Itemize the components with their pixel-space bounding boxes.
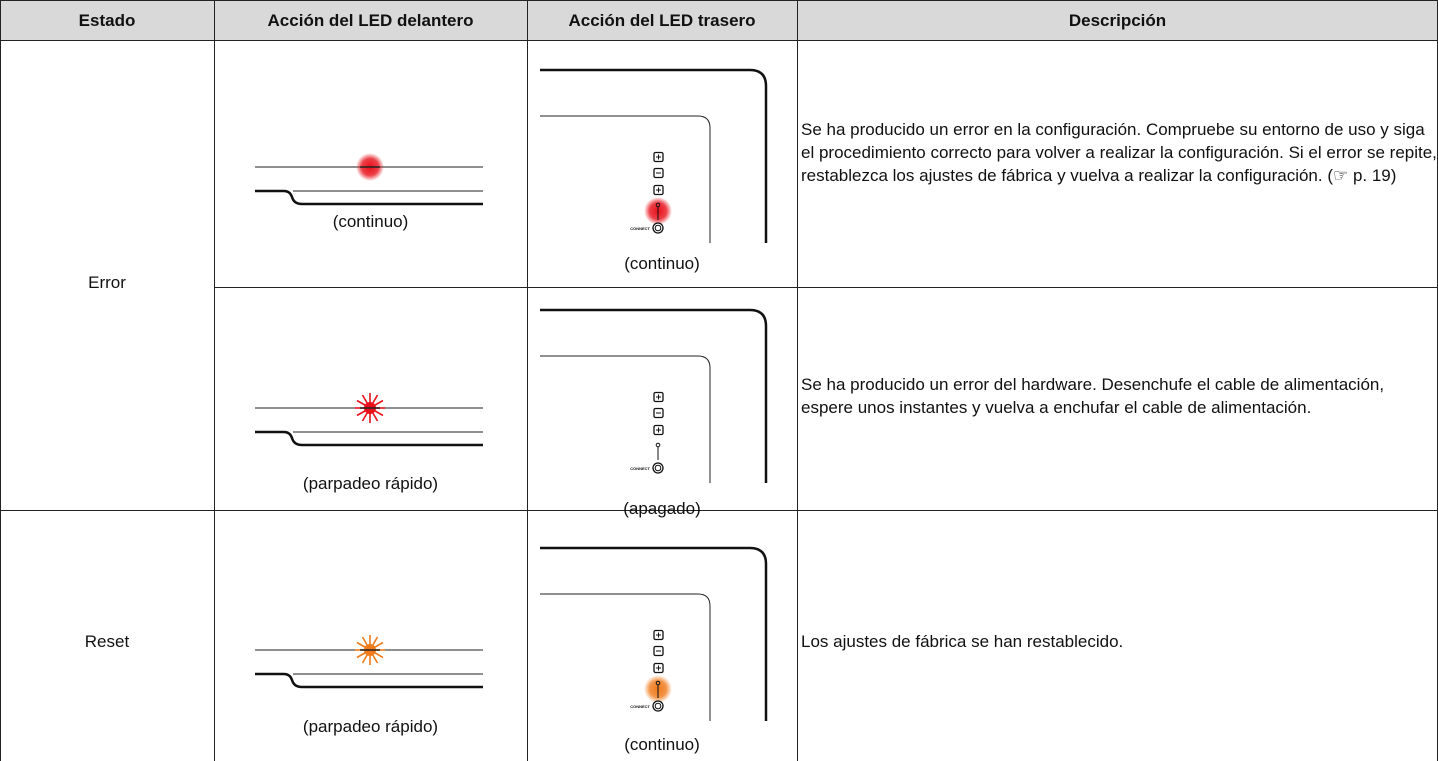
rear-caption: (apagado) bbox=[623, 499, 701, 518]
front-caption: (parpadeo rápido) bbox=[302, 474, 439, 493]
led-hole bbox=[655, 202, 661, 208]
connect-label: CONNECT bbox=[630, 466, 650, 471]
connect-button bbox=[654, 464, 662, 472]
connect-button bbox=[652, 462, 664, 474]
state: Reset bbox=[84, 632, 130, 651]
front-caption: (parpadeo rápido) bbox=[302, 717, 439, 736]
description: Se ha producido un error en la configura… bbox=[801, 120, 1437, 185]
description: Los ajustes de fábrica se han restableci… bbox=[801, 632, 1124, 651]
connect-label: CONNECT bbox=[630, 226, 650, 231]
connect-button bbox=[654, 702, 662, 710]
header-cell: Acción del LED delantero bbox=[267, 11, 474, 30]
rear-caption: (continuo) bbox=[624, 735, 700, 754]
front-body bbox=[255, 672, 483, 689]
state: Error bbox=[88, 273, 126, 292]
header-cell: Estado bbox=[78, 11, 136, 30]
rear-outline bbox=[540, 68, 768, 243]
connect-button bbox=[652, 222, 664, 234]
rear-inline bbox=[540, 355, 711, 483]
connect-label: CONNECT bbox=[630, 704, 650, 709]
front-body bbox=[255, 189, 483, 206]
front-caption: (continuo) bbox=[332, 212, 409, 231]
rear-outline bbox=[540, 308, 768, 483]
led-hole bbox=[655, 680, 661, 686]
rear-inline bbox=[540, 593, 711, 721]
rear-outline bbox=[540, 546, 768, 721]
header-cell: Acción del LED trasero bbox=[568, 11, 756, 30]
header-bg bbox=[0, 0, 1438, 40]
rear-caption: (continuo) bbox=[624, 254, 700, 273]
description: Se ha producido un error del hardware. D… bbox=[801, 375, 1385, 417]
connect-button bbox=[654, 224, 662, 232]
header-cell: Descripción bbox=[1068, 11, 1167, 30]
illustrations: CONNECT CONNECT CONNECT bbox=[255, 68, 768, 721]
front-body bbox=[255, 430, 483, 447]
connect-button bbox=[652, 700, 664, 712]
led-hole bbox=[655, 442, 661, 448]
rear-inline bbox=[540, 115, 711, 243]
